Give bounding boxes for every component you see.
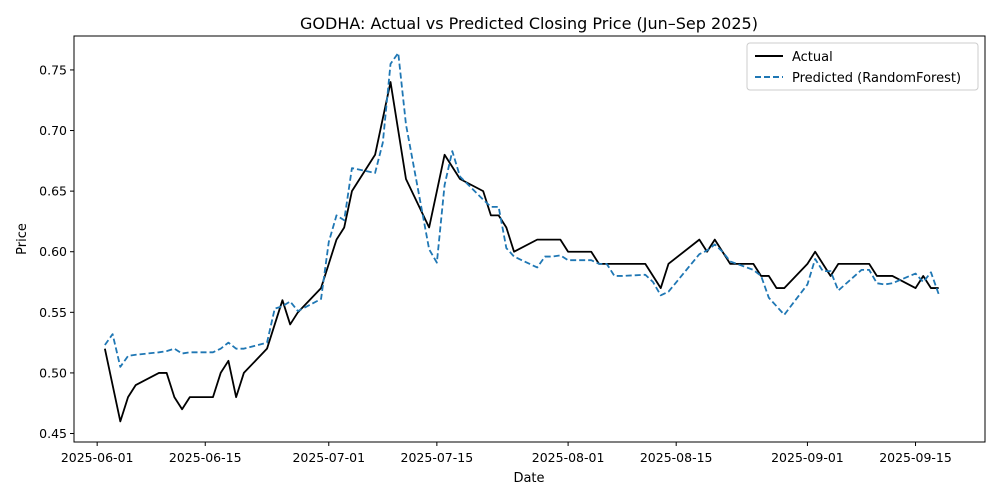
legend-label-actual: Actual xyxy=(792,50,833,65)
x-axis-label: Date xyxy=(513,471,544,486)
x-tick-label: 2025-07-01 xyxy=(292,450,365,465)
x-tick-label: 2025-07-15 xyxy=(401,450,474,465)
plot-area xyxy=(73,35,986,443)
y-tick-label: 0.65 xyxy=(39,184,67,199)
x-tick-label: 2025-08-15 xyxy=(640,450,713,465)
y-tick-label: 0.45 xyxy=(39,426,67,441)
x-tick-label: 2025-09-01 xyxy=(771,450,844,465)
series-lines xyxy=(103,52,940,423)
y-axis-label: Price xyxy=(15,223,30,255)
y-tick-label: 0.55 xyxy=(39,305,67,320)
y-tick-label: 0.75 xyxy=(39,62,67,77)
legend-frame xyxy=(746,42,979,91)
series-line-actual xyxy=(103,81,939,423)
legend-label-predicted: Predicted (RandomForest) xyxy=(792,71,961,86)
x-tick-label: 2025-06-01 xyxy=(61,450,134,465)
legend: Actual Predicted (RandomForest) xyxy=(746,42,979,91)
x-tick-label: 2025-09-15 xyxy=(879,450,952,465)
plot-frame xyxy=(73,35,986,443)
chart-title: GODHA: Actual vs Predicted Closing Price… xyxy=(300,14,758,33)
y-tick-label: 0.60 xyxy=(39,244,67,259)
x-tick-label: 2025-08-01 xyxy=(532,450,605,465)
x-tick-label: 2025-06-15 xyxy=(169,450,242,465)
y-tick-label: 0.50 xyxy=(39,365,67,380)
series-line-predicted xyxy=(104,52,940,368)
x-axis: 2025-06-01 2025-06-15 2025-07-01 2025-07-15… xyxy=(61,442,952,465)
y-axis: 0.45 0.50 0.55 0.60 0.65 0.70 0.75 xyxy=(39,62,74,441)
y-tick-label: 0.70 xyxy=(39,123,67,138)
